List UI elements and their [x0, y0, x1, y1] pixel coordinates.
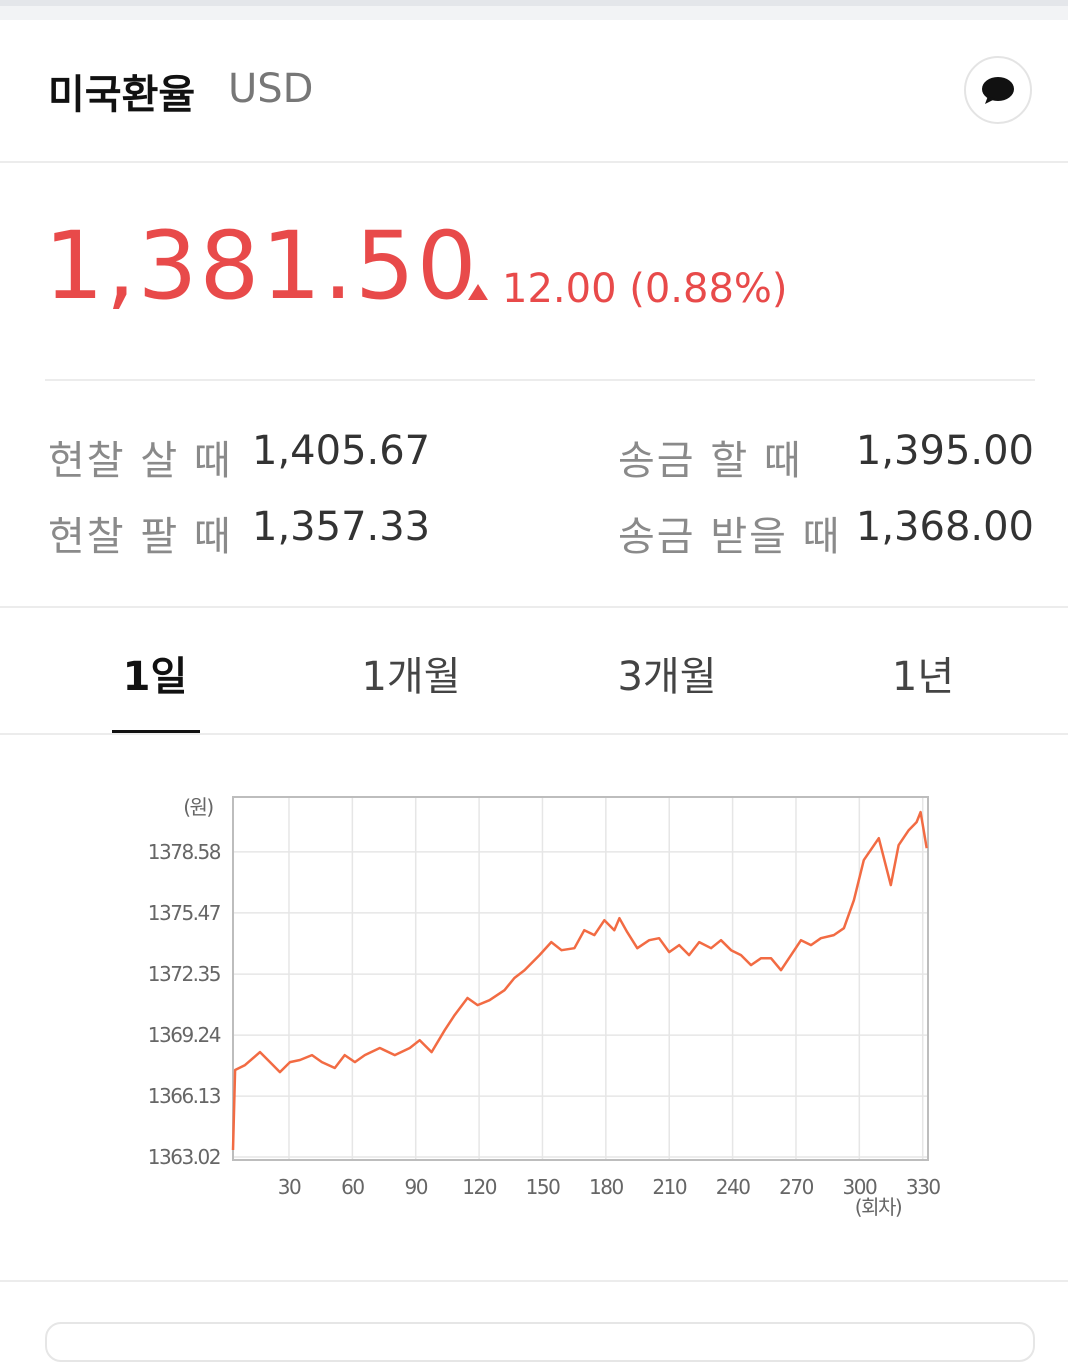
tab[interactable]: 1개월	[361, 654, 461, 700]
x-tick-label: 30	[278, 1175, 301, 1199]
rate-label: 송금 받을 때	[618, 514, 842, 560]
x-unit: (회차)	[855, 1195, 902, 1219]
x-tick-label: 90	[405, 1175, 428, 1199]
x-tick-label: 240	[716, 1175, 750, 1199]
divider	[45, 379, 1035, 381]
x-tick-label: 150	[526, 1175, 560, 1199]
plot-frame	[232, 796, 929, 1161]
y-tick-label: 1378.58	[148, 840, 221, 864]
y-tick-label: 1375.47	[148, 901, 221, 925]
rate-value: 1,405.67	[252, 428, 431, 474]
next-card	[45, 1322, 1035, 1362]
divider	[0, 733, 1068, 735]
comment-button[interactable]	[964, 56, 1032, 124]
y-tick-label: 1363.02	[148, 1145, 220, 1169]
rate-label: 현찰 팔 때	[48, 514, 233, 560]
top-strip	[0, 0, 1068, 20]
rate-label: 송금 할 때	[618, 438, 803, 484]
active-tab-underline	[112, 730, 200, 733]
x-tick-label: 270	[779, 1175, 813, 1199]
y-tick-label: 1369.24	[148, 1023, 221, 1047]
x-tick-label: 180	[589, 1175, 623, 1199]
tab[interactable]: 1일	[122, 654, 188, 700]
price-change: 12.00 (0.88%)	[502, 266, 788, 312]
price: 1,381.50	[44, 212, 479, 321]
header-code: USD	[228, 66, 314, 112]
tab[interactable]: 1년	[891, 654, 955, 700]
comment-icon	[982, 77, 1014, 104]
rate-value: 1,357.33	[252, 504, 431, 550]
x-tick-label: 210	[652, 1175, 686, 1199]
y-tick-label: 1366.13	[148, 1084, 221, 1108]
rate-value: 1,368.00	[855, 504, 1034, 550]
chart: 1363.02 1366.13 1369.24 1372.35 1375.47 1378.…	[148, 795, 942, 1219]
rate-label: 현찰 살 때	[48, 438, 233, 484]
up-triangle	[468, 284, 488, 300]
divider	[0, 161, 1068, 163]
y-tick-label: 1372.35	[148, 962, 220, 986]
header-title: 미국환율	[48, 72, 196, 118]
divider	[0, 606, 1068, 608]
rate-value: 1,395.00	[855, 428, 1034, 474]
x-tick-label: 330	[906, 1175, 940, 1199]
x-tick-label: 300	[843, 1175, 877, 1199]
price-line	[231, 810, 928, 1151]
x-tick-label: 120	[462, 1175, 496, 1199]
x-tick-label: 60	[341, 1175, 364, 1199]
divider	[0, 1280, 1068, 1282]
y-unit: (원)	[183, 795, 213, 819]
tab[interactable]: 3개월	[617, 654, 717, 700]
